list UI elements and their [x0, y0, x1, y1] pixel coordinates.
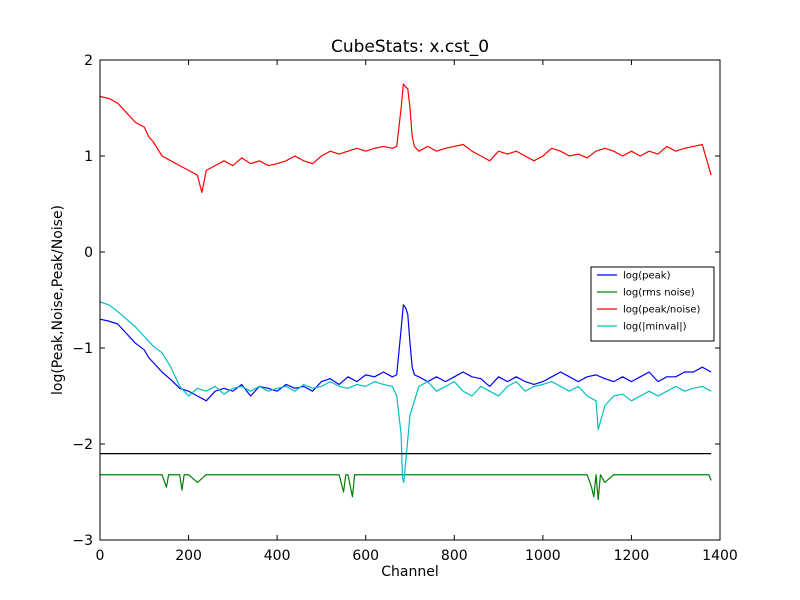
series-line-3: [99, 301, 712, 483]
y-axis-label: log(Peak,Noise,Peak/Noise): [50, 205, 66, 395]
y-tick-label: −2: [72, 437, 93, 453]
plot-frame: [99, 59, 721, 541]
series-layer: [99, 83, 712, 501]
x-tick-label: 800: [441, 548, 468, 564]
x-tick-label: 600: [352, 548, 379, 564]
x-tick-label: 400: [264, 548, 291, 564]
series-line-0: [99, 304, 712, 402]
y-tick-label: −3: [72, 533, 93, 549]
x-tick-label: 0: [96, 548, 105, 564]
x-tick-label: 1400: [702, 548, 738, 564]
ticks-layer: 0 200 400 600 800 1000 1200 1400 −3 −2 −1 0 1 2: [72, 53, 737, 564]
y-tick-label: 2: [84, 53, 93, 69]
x-tick-label: 1200: [614, 548, 650, 564]
legend-entry: log(rms noise): [623, 288, 695, 299]
x-tick-label: 1000: [525, 548, 561, 564]
y-tick-label: 1: [84, 149, 93, 165]
y-tick-label: −1: [72, 341, 93, 357]
legend-entry: log(peak): [623, 271, 671, 282]
chart-title: CubeStats: x.cst_0: [331, 37, 489, 57]
series-line-1: [100, 474, 712, 501]
legend: log(peak) log(rms noise) log(peak/noise) lo…: [590, 266, 715, 342]
legend-entry: log(|minval|): [623, 322, 687, 333]
legend-box: [590, 266, 715, 342]
x-axis-label: Channel: [381, 564, 438, 580]
x-tick-label: 200: [175, 548, 202, 564]
series-line-2: [99, 83, 712, 194]
y-tick-label: 0: [84, 245, 93, 261]
legend-entry: log(peak/noise): [623, 305, 701, 316]
